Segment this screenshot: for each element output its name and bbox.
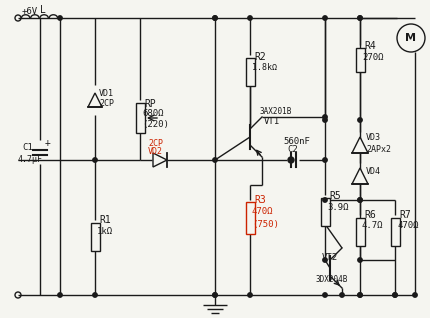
Circle shape	[213, 293, 217, 297]
Circle shape	[358, 16, 362, 20]
Text: (750): (750)	[252, 219, 279, 229]
Circle shape	[213, 158, 217, 162]
Circle shape	[393, 293, 397, 297]
Circle shape	[248, 16, 252, 20]
Circle shape	[288, 157, 294, 163]
Circle shape	[397, 24, 425, 52]
Circle shape	[358, 16, 362, 20]
Text: VT2: VT2	[322, 253, 338, 262]
Text: RP: RP	[144, 99, 156, 109]
Text: +6V: +6V	[22, 8, 38, 17]
Polygon shape	[88, 93, 102, 107]
Circle shape	[413, 293, 417, 297]
Text: 2CP: 2CP	[99, 100, 114, 108]
Circle shape	[323, 118, 327, 122]
Text: 3AX201B: 3AX201B	[260, 107, 292, 116]
Circle shape	[248, 293, 252, 297]
Text: VD2: VD2	[148, 147, 163, 156]
Text: R4: R4	[364, 41, 376, 51]
Text: C1: C1	[22, 143, 33, 153]
Bar	[320, 198, 329, 226]
Text: R7: R7	[399, 210, 411, 220]
Circle shape	[323, 198, 327, 202]
Text: 470Ω: 470Ω	[397, 222, 418, 231]
Text: R5: R5	[329, 191, 341, 201]
Text: 560nF: 560nF	[283, 137, 310, 147]
Text: 1kΩ: 1kΩ	[97, 227, 113, 237]
Polygon shape	[153, 153, 167, 167]
Text: C2: C2	[287, 146, 298, 155]
Circle shape	[358, 198, 362, 202]
Text: 1.8kΩ: 1.8kΩ	[252, 64, 277, 73]
Text: 4.7μF: 4.7μF	[18, 156, 43, 164]
Bar	[246, 58, 255, 86]
Bar	[90, 223, 99, 251]
Circle shape	[323, 293, 327, 297]
Text: 3DX204B: 3DX204B	[316, 275, 348, 285]
Circle shape	[340, 293, 344, 297]
Circle shape	[93, 158, 97, 162]
Circle shape	[323, 158, 327, 162]
Circle shape	[358, 118, 362, 122]
Text: VT1: VT1	[264, 117, 280, 127]
Circle shape	[213, 293, 217, 297]
Text: 680Ω: 680Ω	[142, 109, 163, 119]
Text: 270Ω: 270Ω	[362, 52, 384, 61]
Text: 3.9Ω: 3.9Ω	[327, 203, 348, 211]
Bar	[246, 202, 255, 234]
Text: VD1: VD1	[99, 88, 114, 98]
Text: 4.7Ω: 4.7Ω	[362, 222, 384, 231]
Text: 2APx2: 2APx2	[366, 146, 391, 155]
Circle shape	[93, 293, 97, 297]
Circle shape	[213, 16, 217, 20]
Bar	[356, 48, 365, 72]
Text: L: L	[40, 5, 46, 15]
Circle shape	[358, 293, 362, 297]
Text: 470Ω: 470Ω	[252, 208, 273, 217]
Text: (220): (220)	[142, 120, 169, 128]
Text: VD4: VD4	[366, 168, 381, 176]
Bar	[390, 218, 399, 246]
Circle shape	[58, 16, 62, 20]
Text: M: M	[405, 33, 417, 43]
Circle shape	[358, 198, 362, 202]
Text: 2CP: 2CP	[148, 139, 163, 148]
Circle shape	[393, 293, 397, 297]
Text: R6: R6	[364, 210, 376, 220]
Polygon shape	[352, 137, 368, 153]
Circle shape	[358, 293, 362, 297]
Text: R1: R1	[99, 215, 111, 225]
Bar	[356, 218, 365, 246]
Text: VD3: VD3	[366, 134, 381, 142]
Circle shape	[323, 258, 327, 262]
Text: R3: R3	[254, 195, 266, 205]
Circle shape	[213, 16, 217, 20]
Circle shape	[323, 115, 327, 119]
Polygon shape	[352, 168, 368, 184]
Text: +: +	[45, 138, 51, 148]
Bar	[135, 103, 144, 133]
Circle shape	[358, 258, 362, 262]
Circle shape	[58, 293, 62, 297]
Circle shape	[323, 16, 327, 20]
Text: R2: R2	[254, 52, 266, 62]
